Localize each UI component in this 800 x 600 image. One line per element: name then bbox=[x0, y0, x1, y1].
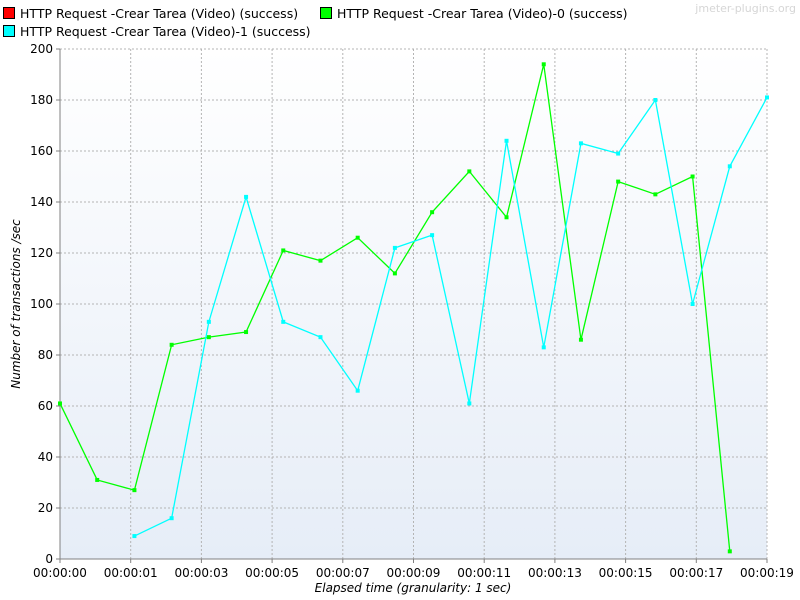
x-tick-label: 00:00:17 bbox=[669, 566, 723, 580]
y-tick-label: 200 bbox=[30, 42, 53, 56]
x-tick-label: 00:00:15 bbox=[599, 566, 653, 580]
legend-item: HTTP Request -Crear Tarea (Video)-1 (suc… bbox=[3, 24, 311, 39]
series-1-point bbox=[132, 488, 137, 493]
legend-swatch bbox=[320, 7, 332, 19]
y-tick-label: 160 bbox=[30, 144, 53, 158]
series-1-point bbox=[653, 192, 658, 197]
series-1-point bbox=[616, 179, 621, 184]
series-1-point bbox=[578, 337, 583, 342]
series-2-point bbox=[355, 388, 360, 393]
series-1-point bbox=[281, 248, 286, 253]
series-1-point bbox=[392, 271, 397, 276]
legend: HTTP Request -Crear Tarea (Video) (succe… bbox=[3, 6, 628, 39]
y-axis-title: Number of transactions /sec bbox=[9, 219, 23, 389]
series-2-point bbox=[653, 98, 658, 102]
y-tick-label: 180 bbox=[30, 93, 53, 107]
series-2-point bbox=[281, 319, 286, 324]
series-2-point bbox=[616, 151, 621, 156]
x-tick-label: 00:00:11 bbox=[457, 566, 511, 580]
legend-item: HTTP Request -Crear Tarea (Video)-0 (suc… bbox=[320, 6, 628, 21]
y-tick-label: 40 bbox=[38, 450, 53, 464]
legend-item: HTTP Request -Crear Tarea (Video) (succe… bbox=[3, 6, 298, 21]
y-tick-label: 20 bbox=[38, 501, 53, 515]
x-tick-label: 00:00:13 bbox=[528, 566, 582, 580]
series-2-point bbox=[690, 302, 695, 306]
x-tick-label: 00:00:19 bbox=[740, 566, 794, 580]
series-1-point bbox=[727, 549, 732, 554]
series-2-point bbox=[244, 194, 249, 199]
series-2-point bbox=[727, 164, 732, 169]
series-2-point bbox=[206, 319, 211, 324]
series-line-2 bbox=[134, 97, 768, 537]
legend-label: HTTP Request -Crear Tarea (Video)-1 (suc… bbox=[20, 24, 311, 39]
y-tick-label: 120 bbox=[30, 246, 53, 260]
series-1-point bbox=[318, 258, 323, 263]
series-1-point bbox=[541, 62, 546, 67]
y-tick-label: 100 bbox=[30, 297, 53, 311]
series-2-point bbox=[765, 95, 769, 100]
watermark-text: jmeter-plugins.org bbox=[694, 2, 796, 15]
legend-swatch bbox=[3, 25, 15, 37]
series-2-point bbox=[430, 233, 435, 238]
series-1-point bbox=[430, 210, 435, 215]
series-2-point bbox=[169, 516, 174, 521]
y-tick-label: 80 bbox=[38, 348, 53, 362]
series-1-point bbox=[467, 169, 472, 174]
series-2-point bbox=[578, 141, 583, 146]
series-1-point bbox=[244, 330, 249, 335]
x-tick-label: 00:00:09 bbox=[387, 566, 441, 580]
series-2-point bbox=[318, 335, 323, 340]
series-1-point bbox=[206, 335, 211, 340]
series-2-point bbox=[541, 345, 546, 350]
series-1-point bbox=[690, 174, 695, 179]
series-2-point bbox=[392, 245, 397, 250]
y-tick-label: 140 bbox=[30, 195, 53, 209]
series-layer bbox=[58, 62, 769, 554]
y-tick-label: 0 bbox=[45, 552, 53, 566]
series-2-point bbox=[467, 401, 472, 406]
x-tick-label: 00:00:00 bbox=[33, 566, 87, 580]
series-2-point bbox=[132, 534, 137, 539]
legend-swatch bbox=[3, 7, 15, 19]
series-1-point bbox=[95, 477, 100, 482]
series-1-point bbox=[169, 342, 174, 347]
x-axis-title: Elapsed time (granularity: 1 sec) bbox=[315, 581, 512, 595]
series-1-point bbox=[58, 401, 62, 406]
x-tick-label: 00:00:05 bbox=[245, 566, 299, 580]
series-1-point bbox=[355, 235, 360, 240]
grid bbox=[59, 48, 768, 560]
legend-label: HTTP Request -Crear Tarea (Video) (succe… bbox=[20, 6, 298, 21]
series-1-point bbox=[504, 215, 509, 220]
legend-label: HTTP Request -Crear Tarea (Video)-0 (suc… bbox=[337, 6, 628, 21]
axes: 0 20 40 60 80 100 120 140 160 180 200 00:00:00 00:00… bbox=[30, 42, 794, 580]
series-2-point bbox=[504, 138, 509, 143]
x-tick-label: 00:00:03 bbox=[174, 566, 228, 580]
x-tick-label: 00:00:01 bbox=[104, 566, 158, 580]
y-tick-label: 60 bbox=[38, 399, 53, 413]
x-tick-label: 00:00:07 bbox=[316, 566, 370, 580]
